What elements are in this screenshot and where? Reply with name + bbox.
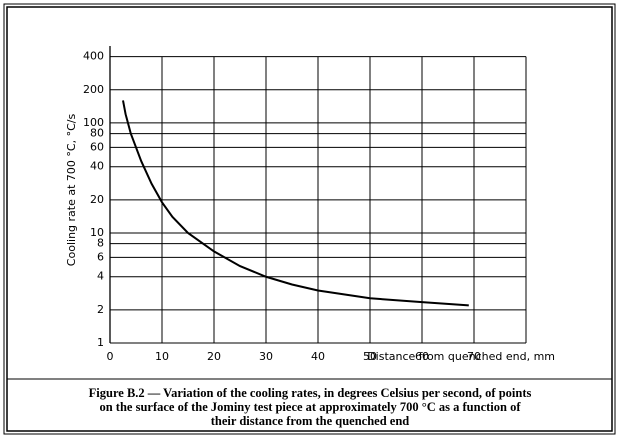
y-tick-label: 6 bbox=[97, 250, 104, 263]
y-tick-label: 60 bbox=[90, 140, 104, 153]
x-tick-label: 10 bbox=[155, 350, 169, 363]
y-tick-label: 2 bbox=[97, 303, 104, 316]
y-tick-label: 4 bbox=[97, 270, 104, 283]
y-tick-label: 20 bbox=[90, 193, 104, 206]
x-tick-label: 40 bbox=[311, 350, 325, 363]
x-tick-label: 50 bbox=[363, 350, 377, 363]
y-tick-label: 1 bbox=[97, 336, 104, 349]
y-tick-label: 80 bbox=[90, 127, 104, 140]
x-tick-label: 0 bbox=[107, 350, 114, 363]
x-tick-label: 60 bbox=[415, 350, 429, 363]
y-tick-label: 200 bbox=[83, 83, 104, 96]
caption-line: their distance from the quenched end bbox=[211, 414, 410, 428]
y-axis-label: Cooling rate at 700 °C, °C/s bbox=[65, 114, 78, 267]
y-tick-label: 8 bbox=[97, 237, 104, 250]
y-tick-label: 40 bbox=[90, 160, 104, 173]
x-tick-label: 20 bbox=[207, 350, 221, 363]
x-tick-label: 30 bbox=[259, 350, 273, 363]
frame-outer bbox=[3, 3, 616, 435]
x-tick-label: 70 bbox=[467, 350, 481, 363]
curve bbox=[122, 100, 469, 307]
y-tick-label: 100 bbox=[83, 116, 104, 129]
caption-line: on the surface of the Jominy test piece … bbox=[99, 400, 521, 414]
y-tick-label: 10 bbox=[90, 226, 104, 239]
caption-line: Figure B.2 — Variation of the cooling ra… bbox=[89, 386, 532, 400]
frame-inner bbox=[6, 6, 613, 432]
y-tick-label: 400 bbox=[83, 50, 104, 63]
x-axis-label: Distance from quenched end, mm bbox=[367, 350, 555, 363]
